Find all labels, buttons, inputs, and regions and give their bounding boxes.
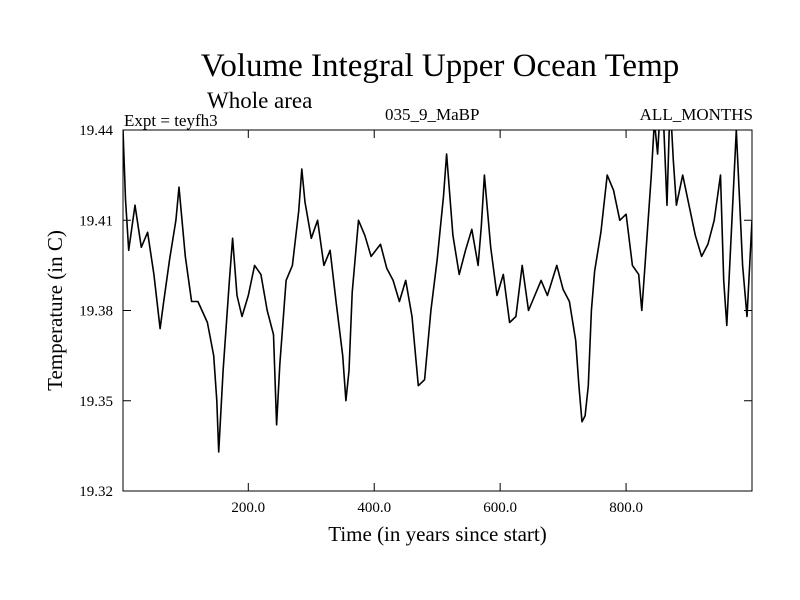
chart-title: Volume Integral Upper Ocean Temp [200,48,680,84]
run-label: 035_9_MaBP [385,105,480,124]
y-tick-label: 19.44 [79,123,113,139]
y-tick-label: 19.38 [79,304,113,320]
chart-subtitle: Whole area [207,88,313,113]
x-axis-label: Time (in years since start) [328,522,547,546]
experiment-label: Expt = teyfh3 [124,111,218,130]
y-tick-label: 19.35 [79,394,113,410]
y-axis-label: Temperature (in C) [43,230,67,391]
y-tick-label: 19.32 [79,484,113,500]
x-tick-label: 400.0 [357,500,391,516]
x-tick-label: 800.0 [609,500,643,516]
months-label: ALL_MONTHS [639,105,753,124]
x-tick-label: 600.0 [483,500,517,516]
x-tick-label: 200.0 [231,500,265,516]
y-tick-label: 19.41 [79,213,113,229]
series-line [123,130,752,453]
